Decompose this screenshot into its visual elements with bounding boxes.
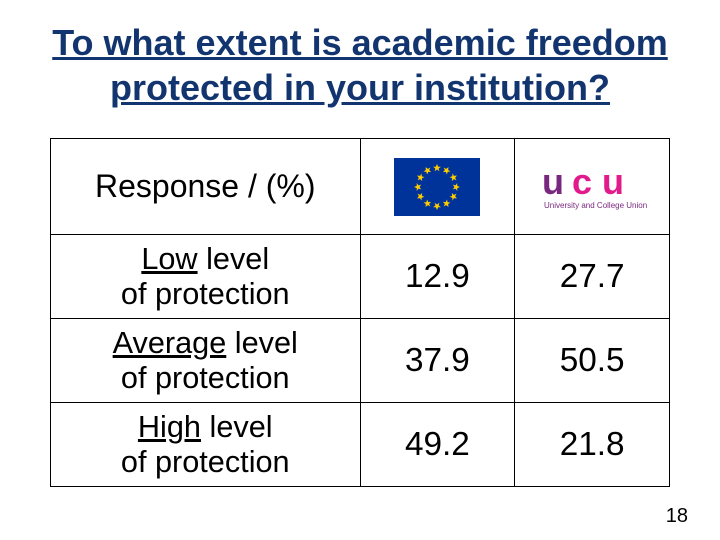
cell-eu: 12.9 bbox=[360, 235, 515, 319]
cell-ucu: 21.8 bbox=[515, 403, 670, 487]
table-header-row: Response / (%) bbox=[51, 139, 670, 235]
cell-eu: 37.9 bbox=[360, 319, 515, 403]
row-label: Low level of protection bbox=[51, 235, 361, 319]
ucu-logo-icon: u c u University and College Union bbox=[532, 158, 652, 216]
header-eu-flag bbox=[360, 139, 515, 235]
slide-title: To what extent is academic freedom prote… bbox=[50, 20, 670, 110]
page-number: 18 bbox=[666, 505, 688, 528]
header-response-label: Response / (%) bbox=[51, 139, 361, 235]
title-line2: protected in your institution? bbox=[110, 67, 610, 108]
table-row: Average level of protection 37.9 50.5 bbox=[51, 319, 670, 403]
title-line1: To what extent is academic freedom bbox=[52, 22, 668, 63]
eu-flag-icon bbox=[394, 158, 480, 216]
cell-ucu: 50.5 bbox=[515, 319, 670, 403]
header-ucu-logo: u c u University and College Union bbox=[515, 139, 670, 235]
row-label: High level of protection bbox=[51, 403, 361, 487]
survey-table: Response / (%) bbox=[50, 138, 670, 487]
table-row: High level of protection 49.2 21.8 bbox=[51, 403, 670, 487]
cell-eu: 49.2 bbox=[360, 403, 515, 487]
cell-ucu: 27.7 bbox=[515, 235, 670, 319]
svg-text:u: u bbox=[602, 161, 624, 202]
row-label: Average level of protection bbox=[51, 319, 361, 403]
svg-text:University and College Union: University and College Union bbox=[544, 201, 647, 210]
svg-text:c: c bbox=[572, 161, 592, 202]
svg-text:u: u bbox=[542, 161, 564, 202]
table-row: Low level of protection 12.9 27.7 bbox=[51, 235, 670, 319]
